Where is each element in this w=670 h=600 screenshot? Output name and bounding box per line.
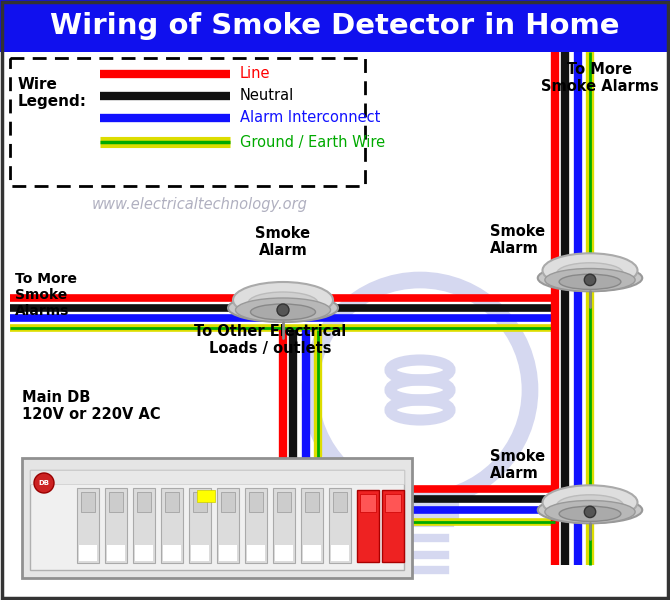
Text: Main DB
120V or 220V AC: Main DB 120V or 220V AC [22, 389, 161, 422]
Ellipse shape [538, 497, 643, 523]
Text: Wire
Legend:: Wire Legend: [17, 77, 86, 109]
Bar [360, 494, 376, 512]
Bar [301, 488, 323, 563]
Circle shape [34, 473, 54, 493]
Bar [30, 470, 404, 484]
Text: Alarm Interconnect: Alarm Interconnect [240, 110, 381, 125]
Bar [0, 0, 670, 52]
Bar [135, 545, 153, 561]
Bar [331, 545, 349, 561]
Bar [163, 545, 181, 561]
Text: Wiring of Smoke Detector in Home: Wiring of Smoke Detector in Home [50, 12, 620, 40]
Bar [10, 58, 365, 186]
Text: www.electricaltechnology.org: www.electricaltechnology.org [92, 197, 308, 212]
Bar [388, 499, 453, 513]
Bar [79, 545, 97, 561]
Bar [105, 488, 127, 563]
Bar [191, 545, 209, 561]
Ellipse shape [557, 263, 623, 284]
Circle shape [584, 506, 596, 518]
Bar [22, 458, 412, 578]
Bar [107, 545, 125, 561]
Bar [219, 545, 237, 561]
Bar [249, 492, 263, 512]
Ellipse shape [543, 485, 637, 520]
Ellipse shape [557, 495, 623, 515]
Bar [275, 545, 293, 561]
Bar [382, 490, 404, 562]
Ellipse shape [233, 282, 333, 318]
Ellipse shape [543, 253, 637, 287]
Text: Ground / Earth Wire: Ground / Earth Wire [240, 134, 385, 149]
Bar [385, 494, 401, 512]
Circle shape [277, 304, 289, 316]
Bar [221, 492, 235, 512]
Bar [305, 492, 319, 512]
Circle shape [584, 274, 596, 286]
Bar [329, 488, 351, 563]
Bar [303, 545, 321, 561]
Bar [109, 492, 123, 512]
Ellipse shape [251, 304, 316, 320]
Bar [193, 492, 207, 512]
Ellipse shape [248, 292, 318, 314]
Bar [393, 503, 448, 521]
Bar [30, 470, 404, 570]
Text: To More
Smoke Alarms: To More Smoke Alarms [541, 62, 659, 94]
Bar [393, 497, 448, 509]
Ellipse shape [538, 265, 643, 291]
Text: Smoke
Alarm: Smoke Alarm [490, 224, 545, 256]
Bar [77, 488, 99, 563]
Bar [81, 492, 95, 512]
Text: To More
Smoke
Alarms: To More Smoke Alarms [15, 272, 77, 318]
Bar [273, 488, 295, 563]
Text: Smoke
Alarm: Smoke Alarm [255, 226, 311, 258]
Bar [245, 488, 267, 563]
Bar [247, 545, 265, 561]
Text: DB: DB [38, 480, 50, 486]
Ellipse shape [559, 274, 621, 289]
Ellipse shape [228, 294, 338, 322]
Bar [217, 488, 239, 563]
Ellipse shape [559, 506, 621, 521]
Bar [133, 488, 155, 563]
Ellipse shape [545, 269, 635, 291]
Bar [357, 490, 379, 562]
Bar [197, 490, 215, 502]
Bar [137, 492, 151, 512]
Bar [189, 488, 211, 563]
Text: To Other Electrical
Loads / outlets: To Other Electrical Loads / outlets [194, 323, 346, 356]
Bar [165, 492, 179, 512]
Text: Neutral: Neutral [240, 88, 294, 103]
Bar [333, 492, 347, 512]
Ellipse shape [545, 500, 635, 523]
Text: Smoke
Alarm: Smoke Alarm [490, 449, 545, 481]
Text: Line: Line [240, 67, 271, 82]
Bar [277, 492, 291, 512]
Ellipse shape [235, 298, 330, 322]
Bar [161, 488, 183, 563]
